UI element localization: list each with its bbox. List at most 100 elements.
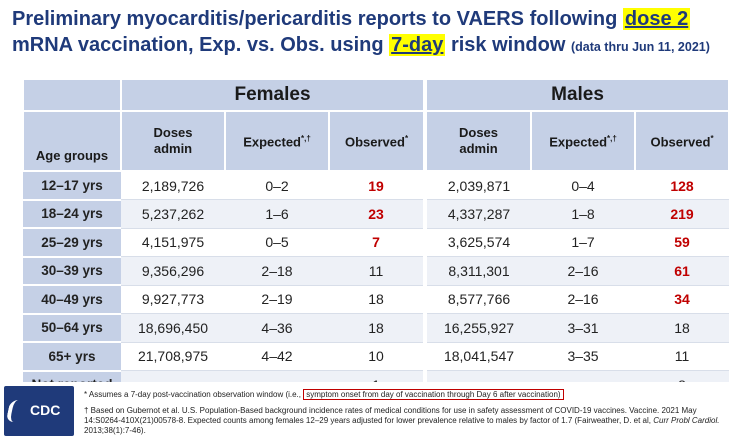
male-expected-cell: 0–4 [531,171,636,200]
female-doses-cell: 9,927,773 [121,285,225,314]
group-header-females: Females [119,78,427,112]
female-observed-cell: 7 [329,228,426,257]
female-doses-cell: 9,356,296 [121,256,225,286]
f-doses-header: Doses admin [120,110,226,172]
f-observed-label: Observed [344,134,405,150]
m-expected-label: Expected [549,134,608,150]
male-expected-cell: 1–7 [531,228,636,257]
male-expected-cell: 3–35 [531,342,636,371]
female-expected-cell: 4–42 [225,342,329,371]
age-cell: 50–64 yrs [23,313,121,343]
group-header-row: Females Males [22,78,731,112]
age-cell: 30–39 yrs [23,256,121,286]
f-doses-header-l1: Doses [153,125,193,140]
male-doses-cell: 3,625,574 [423,228,532,257]
table-row: 65+ yrs 21,708,975 4–42 10 18,041,547 3–35 11 [23,342,730,372]
female-observed-cell: 23 [329,199,426,229]
m-expected-sup: *,† [607,134,617,144]
footer: CDC * Assumes a 7-day post-vaccination o… [0,382,740,439]
male-observed-cell: 18 [635,313,730,343]
female-expected-cell: 2–19 [225,285,329,314]
title-part2: mRNA vaccination, Exp. vs. Obs. using [12,34,390,56]
male-observed-cell: 11 [635,342,730,371]
male-expected-cell: 2–16 [531,256,636,286]
f-doses-header-l2: admin [153,141,193,156]
male-observed-cell: 219 [635,199,730,229]
female-expected-cell: 4–36 [225,313,329,343]
m-doses-header-l1: Doses [459,125,499,140]
male-expected-cell: 3–31 [531,313,636,343]
age-cell: 65+ yrs [23,342,121,372]
footnote-2-tail: 2013;38(1):7-46). [84,426,146,435]
female-observed-cell: 18 [329,285,426,314]
male-observed-cell: 128 [635,171,730,200]
male-doses-cell: 16,255,927 [423,313,532,343]
male-doses-cell: 4,337,287 [423,199,532,229]
age-cell: 12–17 yrs [23,171,121,201]
cdc-logo-text: CDC [30,402,61,418]
f-expected-header: Expected*,† [224,110,330,172]
table-row: 30–39 yrs 9,356,296 2–18 11 8,311,301 2–16 61 [23,256,730,286]
age-groups-header: Age groups [22,110,122,172]
female-doses-cell: 18,696,450 [121,313,225,343]
female-doses-cell: 21,708,975 [121,342,225,371]
footnote-2-journal: Curr Probl Cardiol. [653,416,720,425]
footnote-2: † Based on Gubernot et al. U.S. Populati… [84,406,724,436]
male-observed-cell: 34 [635,285,730,314]
f-observed-sup: * [404,134,409,144]
title-part3: risk window [445,34,571,56]
female-expected-cell: 0–2 [225,171,329,200]
footnote-1: * Assumes a 7-day post-vaccination obser… [84,389,724,400]
m-doses-header: Doses admin [423,110,533,172]
male-doses-cell: 18,041,547 [423,342,532,371]
f-observed-header: Observed* [327,110,427,172]
footnote-1-prefix: * Assumes a 7-day post-vaccination obser… [84,390,304,399]
title-part1: Preliminary myocarditis/pericarditis rep… [12,8,623,30]
female-observed-cell: 18 [329,313,426,343]
table-row: 40–49 yrs 9,927,773 2–19 18 8,577,766 2–16 34 [23,285,730,315]
m-observed-label: Observed [650,134,711,150]
age-cell: 25–29 yrs [23,228,121,258]
footnote-2-text: † Based on Gubernot et al. U.S. Populati… [84,406,697,425]
column-header-row: Age groups Doses admin Expected*,† Observ… [22,110,731,172]
cdc-logo: CDC [4,386,74,436]
female-observed-cell: 19 [329,171,426,200]
table-row: 50–64 yrs 18,696,450 4–36 18 16,255,927 3–31 1… [23,313,730,343]
table-row: 18–24 yrs 5,237,262 1–6 23 4,337,287 1–8 219 [23,199,730,229]
f-expected-sup: *,† [301,134,311,144]
title-date-note: (data thru Jun 11, 2021) [570,40,710,54]
female-doses-cell: 5,237,262 [121,199,225,229]
female-doses-cell: 2,189,726 [121,171,225,200]
hhs-eagle-icon [5,400,33,422]
f-expected-label: Expected [243,134,301,150]
age-cell: 18–24 yrs [23,199,121,229]
male-doses-cell: 2,039,871 [423,171,532,200]
female-doses-cell: 4,151,975 [121,228,225,257]
table-row: 12–17 yrs 2,189,726 0–2 19 2,039,871 0–4 128 [23,171,730,201]
male-doses-cell: 8,311,301 [423,256,532,286]
m-expected-header: Expected*,† [530,110,637,172]
male-observed-cell: 59 [635,228,730,257]
slide-title: Preliminary myocarditis/pericarditis rep… [12,6,732,60]
m-observed-sup: * [710,134,714,144]
footnote-1-boxed: symptom onset from day of vaccination th… [303,389,564,400]
vaers-table-container: Females Males Age groups Doses admin Expe… [22,78,731,400]
male-doses-cell: 8,577,766 [423,285,532,314]
group-header-males: Males [423,78,731,112]
male-expected-cell: 1–8 [531,199,636,229]
title-dose-highlight: dose 2 [622,8,691,30]
male-observed-cell: 61 [635,256,730,286]
female-observed-cell: 11 [329,256,426,286]
age-header-spacer [22,78,122,112]
female-expected-cell: 0–5 [225,228,329,257]
age-cell: 40–49 yrs [23,285,121,315]
female-expected-cell: 1–6 [225,199,329,229]
female-observed-cell: 10 [329,342,426,371]
title-window-highlight: 7-day [389,34,446,56]
m-doses-header-l2: admin [459,141,498,156]
male-expected-cell: 2–16 [531,285,636,314]
female-expected-cell: 2–18 [225,256,329,286]
vaers-table: Females Males Age groups Doses admin Expe… [22,78,731,400]
table-row: 25–29 yrs 4,151,975 0–5 7 3,625,574 1–7 59 [23,228,730,258]
m-observed-header: Observed* [634,110,731,172]
